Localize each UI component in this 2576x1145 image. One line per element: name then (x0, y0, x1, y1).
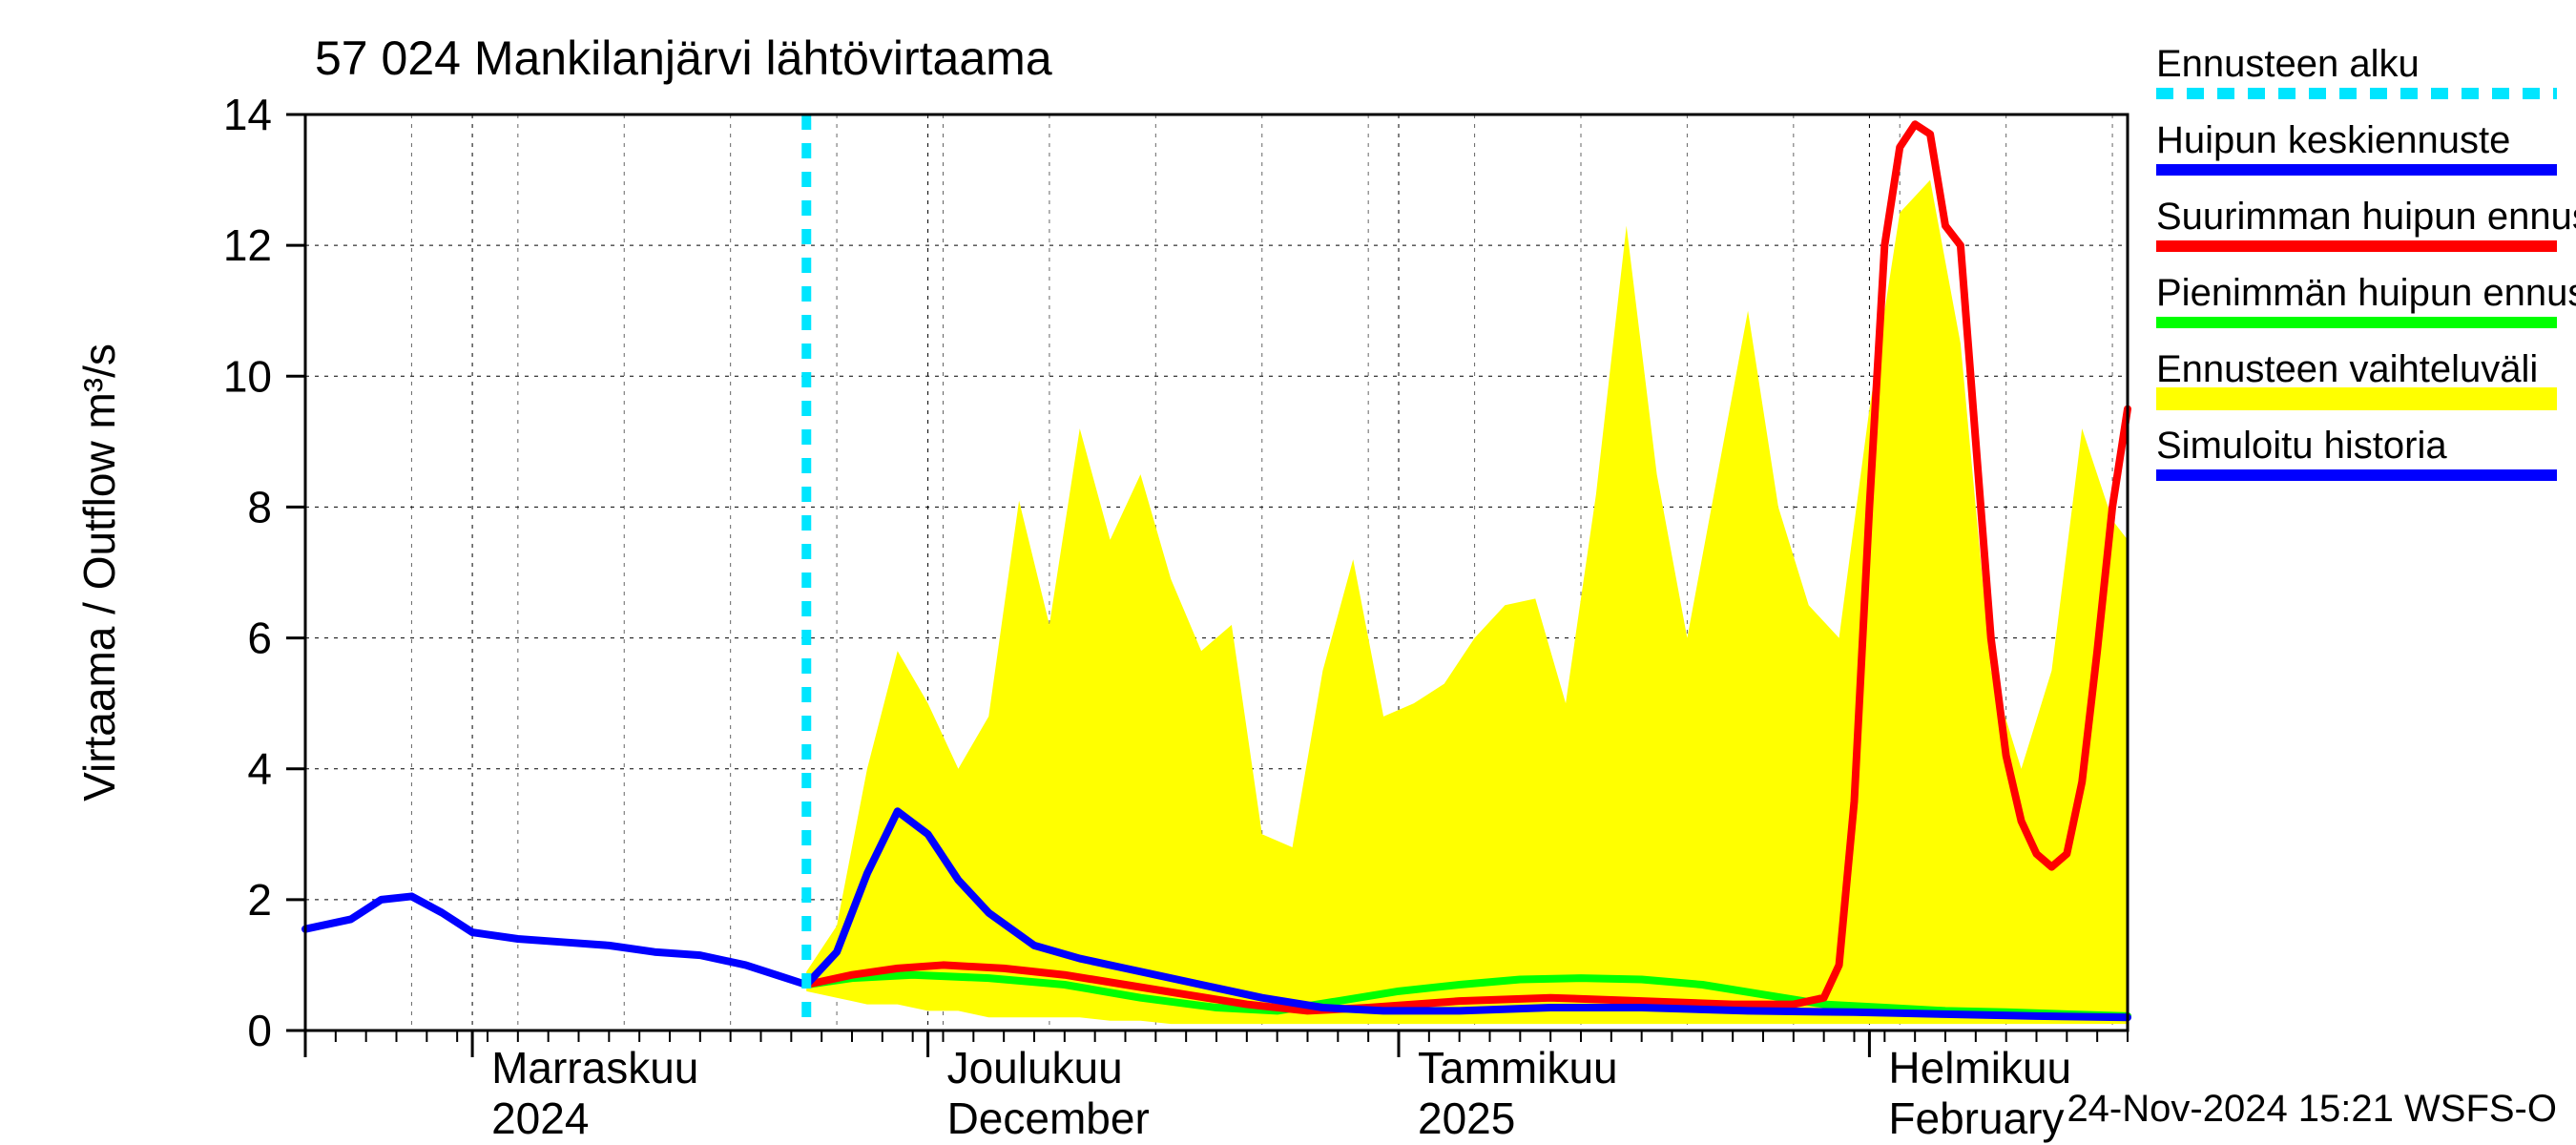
legend-label: Huipun keskiennuste (2156, 119, 2510, 161)
x-month-sublabel: 2024 (491, 1093, 589, 1143)
legend-label: Simuloitu historia (2156, 425, 2447, 467)
y-tick-label: 2 (247, 875, 272, 925)
legend-label: Suurimman huipun ennuste (2156, 196, 2576, 238)
y-axis-label: Virtaama / Outflow m³/s (74, 344, 124, 802)
x-month-sublabel: December (947, 1093, 1150, 1143)
y-tick-label: 14 (223, 90, 272, 139)
x-month-sublabel: February (1888, 1093, 2064, 1143)
x-month-label: Helmikuu (1888, 1043, 2071, 1093)
legend-label: Pienimmän huipun ennuste (2156, 272, 2576, 314)
x-month-label: Tammikuu (1418, 1043, 1618, 1093)
x-month-label: Joulukuu (947, 1043, 1123, 1093)
legend-swatch (2156, 387, 2557, 410)
y-tick-label: 8 (247, 482, 272, 531)
footer-timestamp: 24-Nov-2024 15:21 WSFS-O (2067, 1088, 2557, 1130)
chart-svg: 0 2 4 6 8 10 12 14 Marraskuu2024 JoulukuuDecember… (0, 0, 2576, 1145)
chart-container: 0 2 4 6 8 10 12 14 Marraskuu2024 JoulukuuDecember… (0, 0, 2576, 1145)
legend-label: Ennusteen alku (2156, 43, 2420, 85)
x-month-sublabel: 2025 (1418, 1093, 1515, 1143)
y-tick-label: 0 (247, 1006, 272, 1055)
y-tick-label: 6 (247, 614, 272, 663)
y-tick-label: 12 (223, 220, 272, 270)
y-tick-label: 10 (223, 351, 272, 401)
chart-title: 57 024 Mankilanjärvi lähtövirtaama (315, 31, 1052, 85)
legend-label: Ennusteen vaihteluväli (2156, 348, 2538, 390)
x-month-label: Marraskuu (491, 1043, 698, 1093)
y-tick-label: 4 (247, 744, 272, 794)
